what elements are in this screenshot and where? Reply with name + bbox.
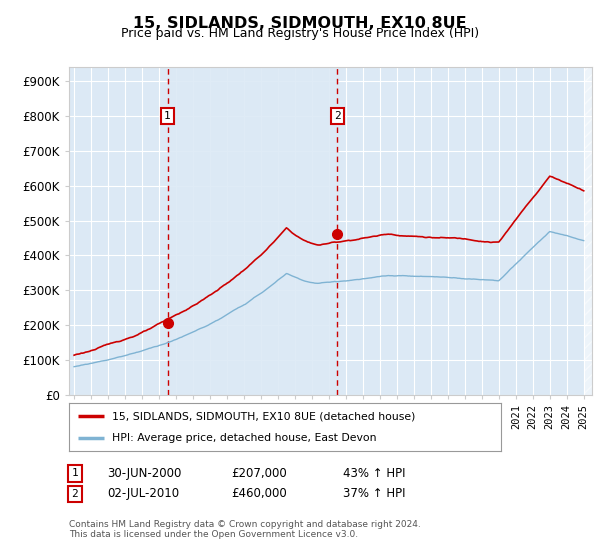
Text: 15, SIDLANDS, SIDMOUTH, EX10 8UE (detached house): 15, SIDLANDS, SIDMOUTH, EX10 8UE (detach… [112, 411, 416, 421]
Text: £207,000: £207,000 [231, 466, 287, 480]
Text: 37% ↑ HPI: 37% ↑ HPI [343, 487, 406, 501]
Text: £460,000: £460,000 [231, 487, 287, 501]
Text: 30-JUN-2000: 30-JUN-2000 [107, 466, 181, 480]
Text: 2: 2 [71, 489, 79, 499]
Text: Contains HM Land Registry data © Crown copyright and database right 2024.
This d: Contains HM Land Registry data © Crown c… [69, 520, 421, 539]
Bar [584, 67, 592, 395]
Text: 43% ↑ HPI: 43% ↑ HPI [343, 466, 406, 480]
Text: 1: 1 [71, 468, 79, 478]
Text: 2: 2 [334, 111, 341, 121]
Text: 1: 1 [164, 111, 171, 121]
Text: 15, SIDLANDS, SIDMOUTH, EX10 8UE: 15, SIDLANDS, SIDMOUTH, EX10 8UE [133, 16, 467, 31]
Text: Price paid vs. HM Land Registry's House Price Index (HPI): Price paid vs. HM Land Registry's House … [121, 27, 479, 40]
Bar [167, 67, 337, 395]
Text: 02-JUL-2010: 02-JUL-2010 [107, 487, 179, 501]
Text: HPI: Average price, detached house, East Devon: HPI: Average price, detached house, East… [112, 433, 377, 443]
